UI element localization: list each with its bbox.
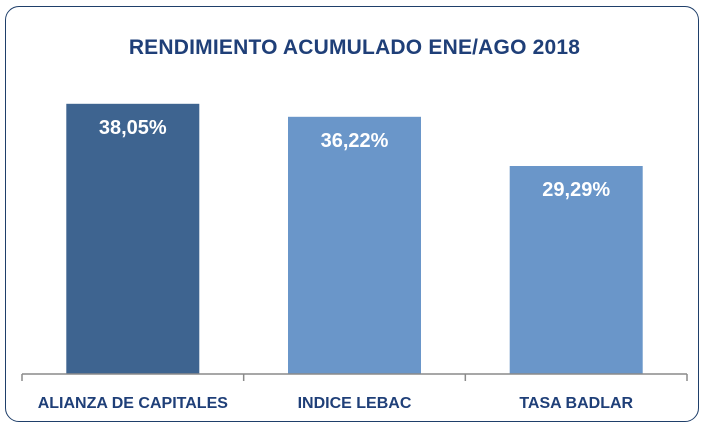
chart-title: RENDIMIENTO ACUMULADO ENE/AGO 2018 [128, 36, 581, 59]
category-label: ALIANZA DE CAPITALES [38, 395, 229, 412]
category-label: INDICE LEBAC [298, 395, 412, 412]
category-label: TASA BADLAR [519, 395, 633, 412]
bar-value-label: 29,29% [542, 179, 610, 201]
bar-3 [509, 166, 643, 374]
bar-2 [288, 116, 421, 375]
bar-value-label: 36,22% [321, 130, 389, 152]
bar-1 [66, 103, 200, 375]
bar-value-label: 38,05% [99, 117, 167, 139]
